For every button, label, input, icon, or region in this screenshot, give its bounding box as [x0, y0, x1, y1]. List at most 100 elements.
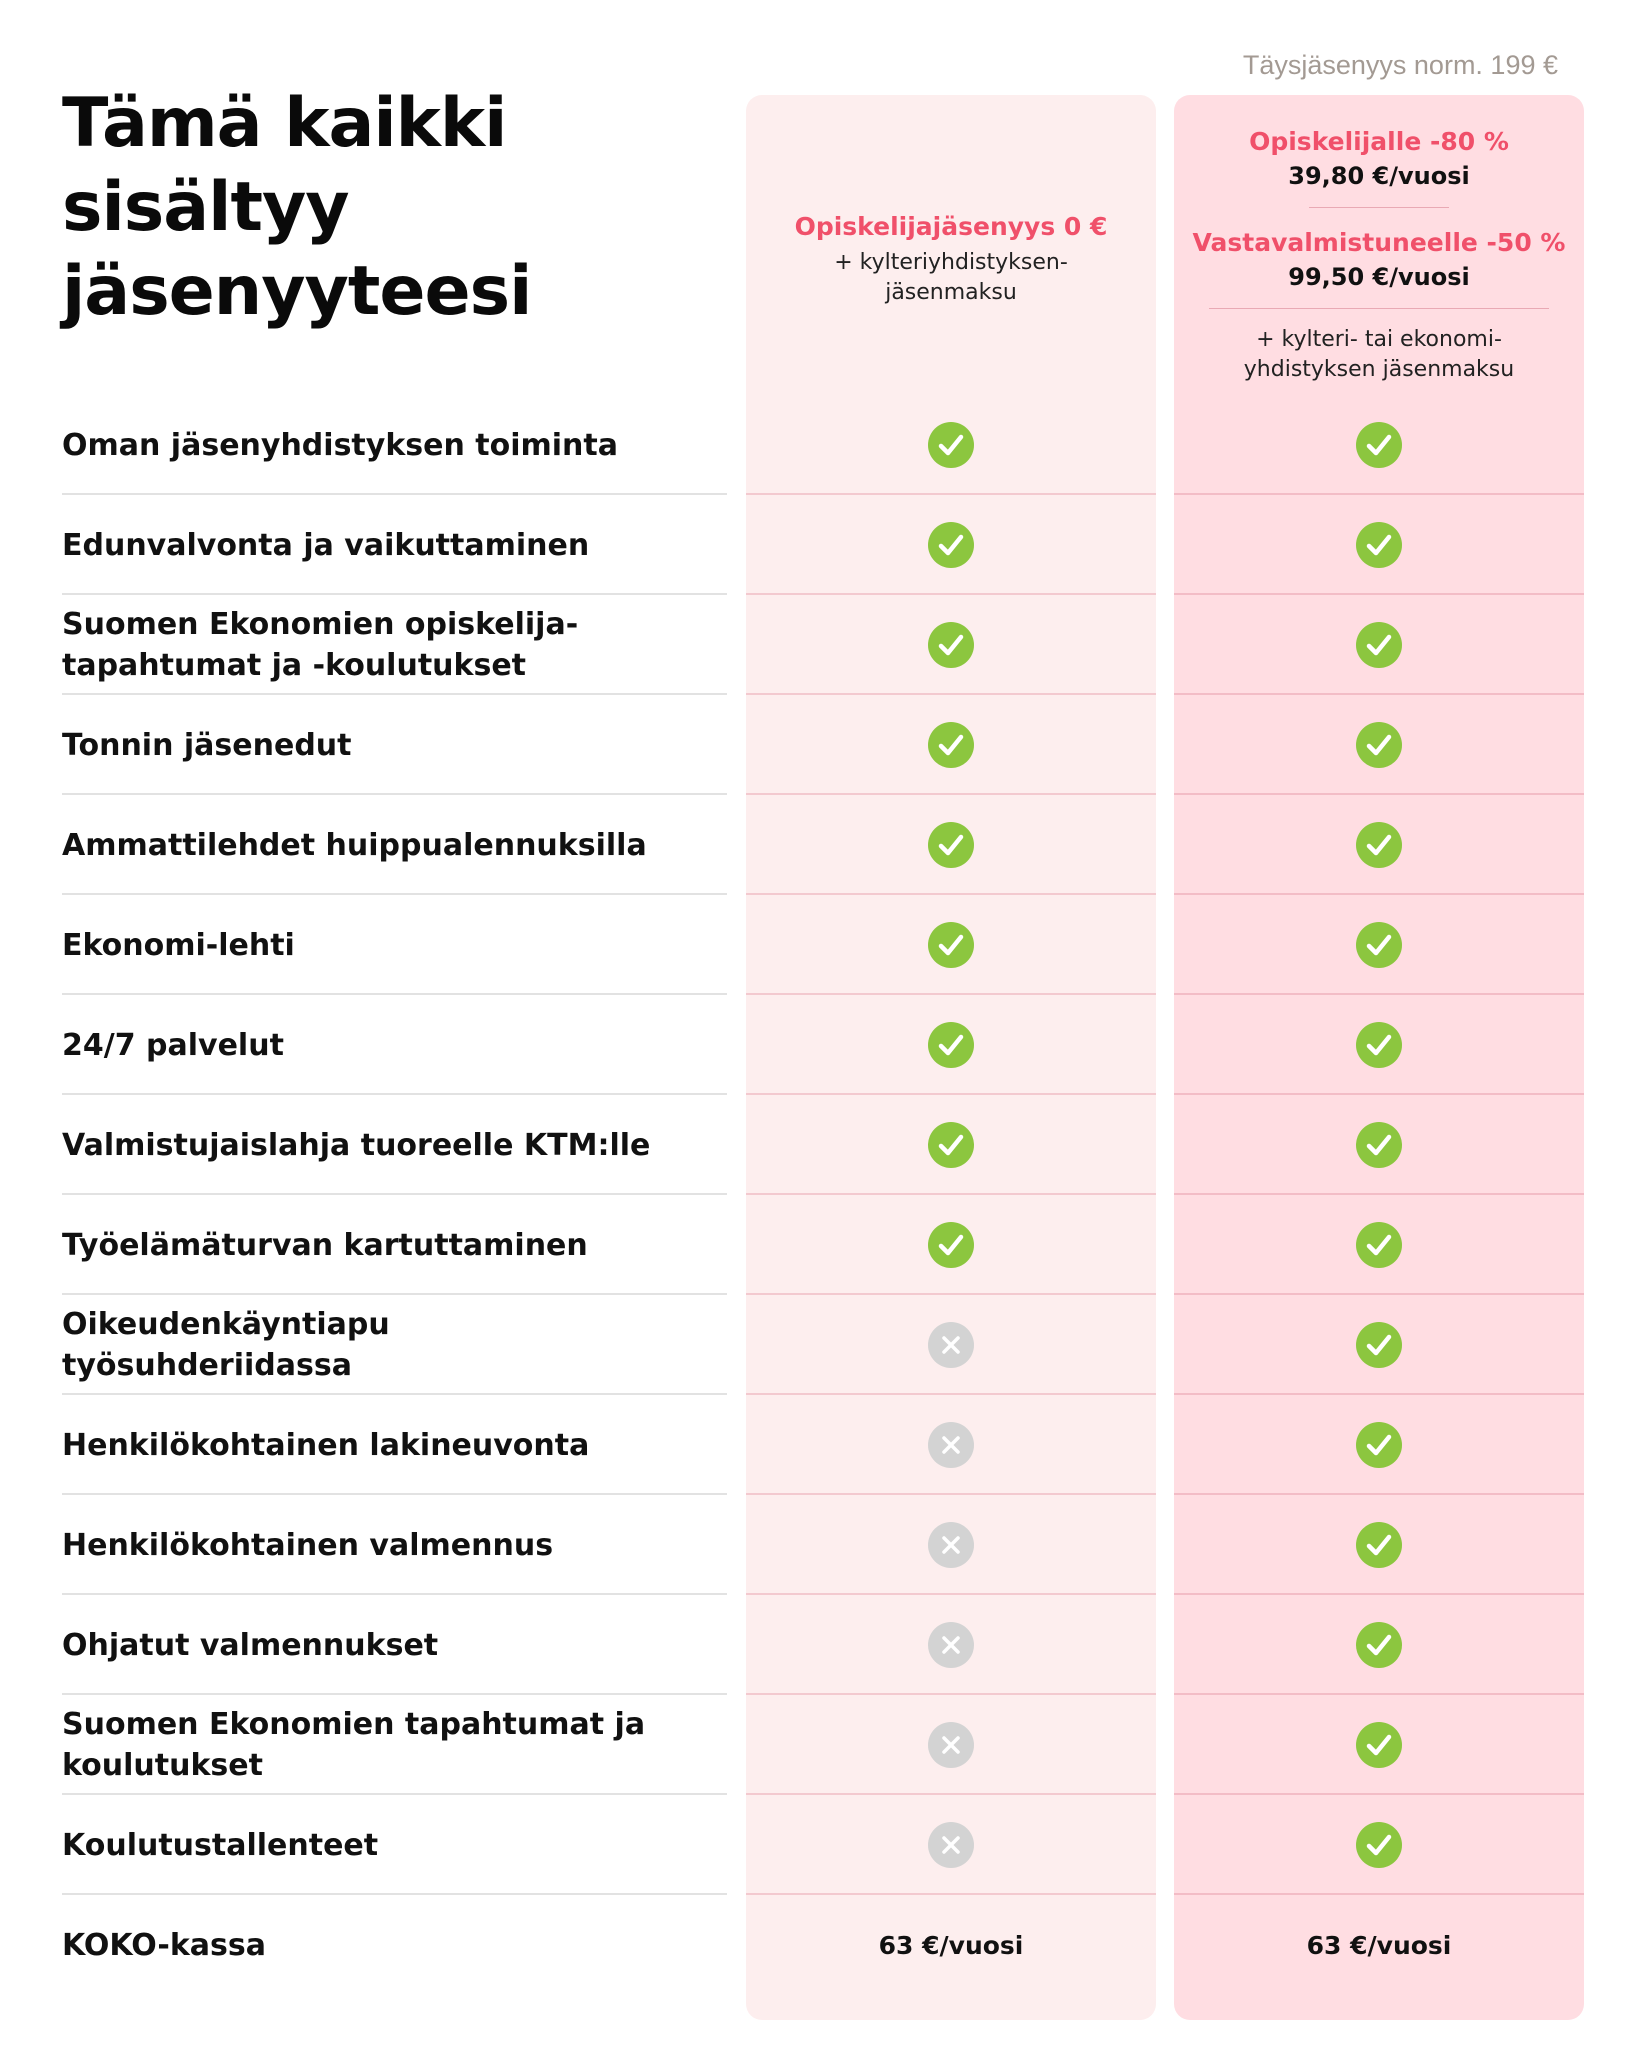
cross-icon	[928, 1322, 974, 1368]
row-divider	[1174, 1093, 1584, 1095]
row-divider	[62, 493, 727, 495]
header-divider	[1209, 308, 1549, 309]
header-divider	[1309, 207, 1449, 208]
table-row: Koulutustallenteet	[0, 1795, 1638, 1895]
row-divider	[62, 993, 727, 995]
row-divider	[1174, 893, 1584, 895]
discount-cell	[1174, 1595, 1584, 1695]
row-divider	[746, 493, 1156, 495]
row-divider	[746, 593, 1156, 595]
row-divider	[62, 693, 727, 695]
check-icon	[928, 1222, 974, 1268]
check-icon	[928, 822, 974, 868]
row-label: Ohjatut valmennukset	[62, 1627, 439, 1663]
row-divider	[746, 1793, 1156, 1795]
check-icon	[928, 422, 974, 468]
discount-fee-note: + kylteri- tai ekonomi-yhdistyksen jäsen…	[1243, 327, 1515, 382]
table-row: Edunvalvonta ja vaikuttaminen	[0, 495, 1638, 595]
row-divider	[746, 1393, 1156, 1395]
discount-cell: 63 €/vuosi	[1174, 1895, 1584, 1995]
row-divider	[1174, 1593, 1584, 1595]
discount-cell	[1174, 395, 1584, 495]
row-label: Tonnin jäsenedut	[62, 727, 352, 763]
price-value: 63 €/vuosi	[878, 1930, 1024, 1960]
discount-cell	[1174, 1695, 1584, 1795]
check-icon	[1356, 922, 1402, 968]
row-divider	[1174, 493, 1584, 495]
check-icon	[928, 622, 974, 668]
row-divider	[62, 1293, 727, 1295]
check-icon	[1356, 1622, 1402, 1668]
row-divider	[62, 1793, 727, 1795]
check-icon	[1356, 522, 1402, 568]
student-cell	[746, 1695, 1156, 1795]
row-divider	[1174, 1293, 1584, 1295]
check-icon	[1356, 1022, 1402, 1068]
check-icon	[1356, 422, 1402, 468]
discount-cell	[1174, 895, 1584, 995]
row-label: Koulutustallenteet	[62, 1827, 379, 1863]
row-label: Henkilökohtainen lakineuvonta	[62, 1427, 590, 1463]
row-divider	[746, 893, 1156, 895]
student-cell	[746, 1395, 1156, 1495]
check-icon	[928, 1022, 974, 1068]
row-divider	[1174, 1693, 1584, 1695]
table-row: Valmistujaislahja tuoreelle KTM:lle	[0, 1095, 1638, 1195]
table-row: Työelämäturvan kartuttaminen	[0, 1195, 1638, 1295]
student-discount-label: Opiskelijalle -80 %	[1249, 127, 1509, 156]
check-icon	[1356, 722, 1402, 768]
discount-cell	[1174, 1195, 1584, 1295]
row-divider	[1174, 693, 1584, 695]
discount-cell	[1174, 495, 1584, 595]
graduate-discount-price: 99,50 €/vuosi	[1288, 263, 1470, 291]
student-cell	[746, 695, 1156, 795]
row-label: Työelämäturvan kartuttaminen	[62, 1227, 588, 1263]
student-cell	[746, 1495, 1156, 1595]
benefits-table: Oman jäsenyhdistyksen toiminta Edunvalvon…	[0, 395, 1638, 1995]
student-cell	[746, 995, 1156, 1095]
row-divider	[746, 993, 1156, 995]
table-row: Ekonomi-lehti	[0, 895, 1638, 995]
discount-cell	[1174, 695, 1584, 795]
page-title: Tämä kaikki sisältyy jäsenyyteesi	[62, 84, 532, 331]
discount-cell	[1174, 1295, 1584, 1395]
row-label: Ekonomi-lehti	[62, 927, 295, 963]
student-fee-note: + kylteriyhdistyksen-jäsenmaksu	[834, 250, 1068, 305]
row-divider	[62, 1093, 727, 1095]
student-cell	[746, 1095, 1156, 1195]
row-divider	[746, 1493, 1156, 1495]
row-divider	[1174, 593, 1584, 595]
full-membership-note: Täysjäsenyys norm. 199 €	[1242, 50, 1558, 80]
table-row: Oikeudenkäyntiapu työsuhderiidassa	[0, 1295, 1638, 1395]
check-icon	[1356, 1322, 1402, 1368]
row-divider	[746, 693, 1156, 695]
row-divider	[62, 1693, 727, 1695]
student-cell	[746, 1595, 1156, 1695]
discount-cell	[1174, 1095, 1584, 1195]
row-divider	[1174, 1793, 1584, 1795]
row-divider	[1174, 1193, 1584, 1195]
row-divider	[1174, 1893, 1584, 1895]
student-membership-name: Opiskelijajäsenyys 0 €	[794, 212, 1108, 241]
row-label: Suomen Ekonomien tapahtumat ja koulutuks…	[62, 1707, 646, 1783]
check-icon	[928, 922, 974, 968]
student-cell	[746, 495, 1156, 595]
discount-cell	[1174, 1795, 1584, 1895]
row-divider	[62, 1193, 727, 1195]
row-divider	[62, 893, 727, 895]
table-row: Suomen Ekonomien opiskelija-tapahtumat j…	[0, 595, 1638, 695]
student-cell	[746, 895, 1156, 995]
student-cell	[746, 1795, 1156, 1895]
row-divider	[62, 793, 727, 795]
cross-icon	[928, 1422, 974, 1468]
student-cell: 63 €/vuosi	[746, 1895, 1156, 1995]
discount-column-header: Opiskelijalle -80 % 39,80 €/vuosi Vastav…	[1174, 125, 1584, 385]
row-label: Ammattilehdet huippualennuksilla	[62, 827, 647, 863]
table-row: KOKO-kassa 63 €/vuosi 63 €/vuosi	[0, 1895, 1638, 1995]
row-divider	[746, 793, 1156, 795]
row-divider	[62, 1393, 727, 1395]
table-row: Ammattilehdet huippualennuksilla	[0, 795, 1638, 895]
check-icon	[1356, 1522, 1402, 1568]
row-divider	[746, 1093, 1156, 1095]
cross-icon	[928, 1622, 974, 1668]
